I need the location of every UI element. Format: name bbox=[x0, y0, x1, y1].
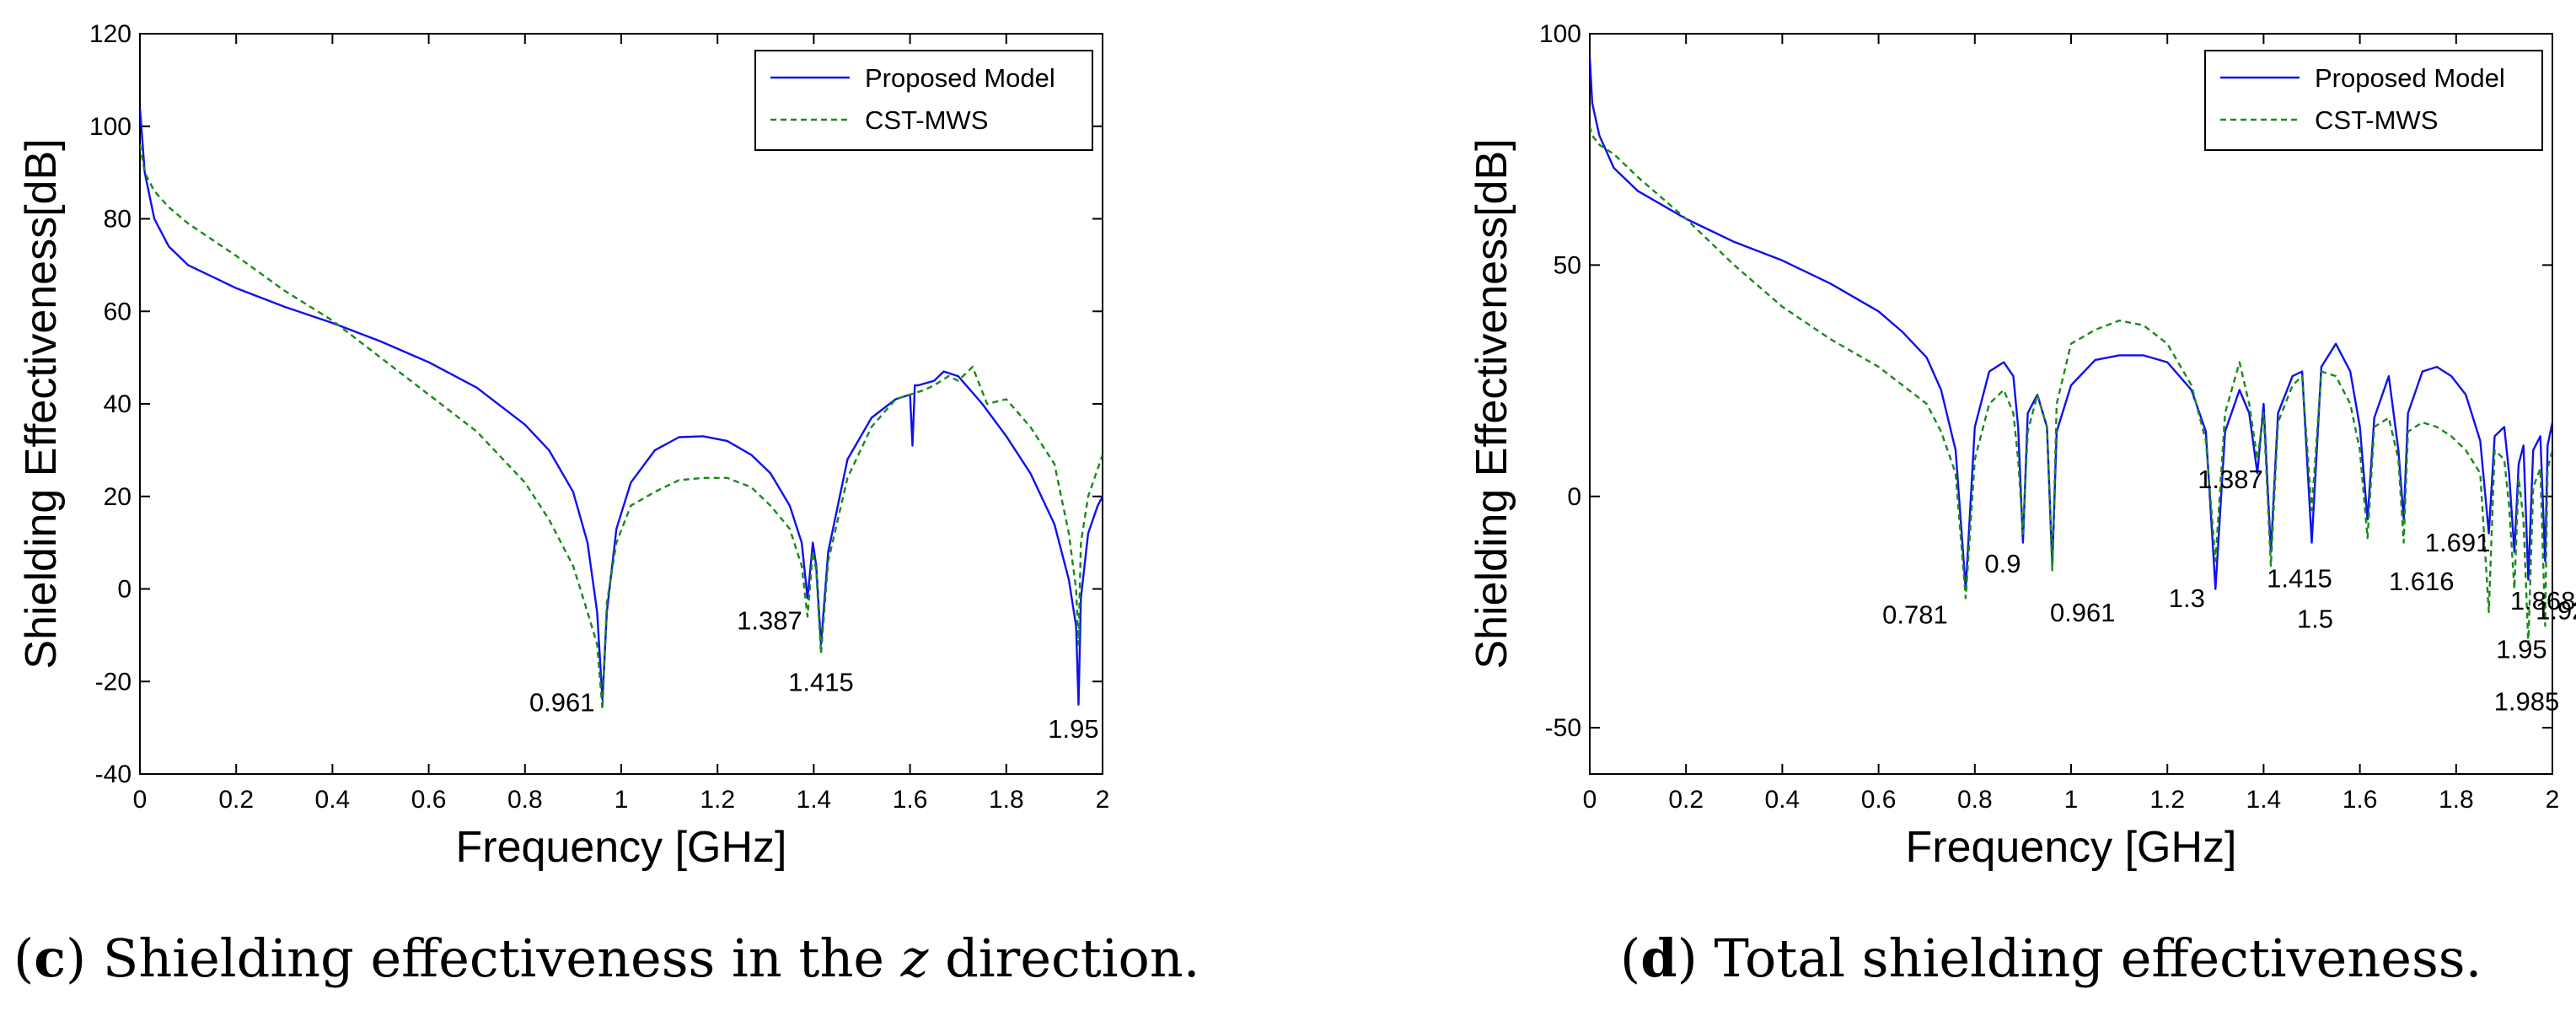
y-axis-label: Shielding Effectiveness[dB] bbox=[1468, 138, 1516, 669]
annotation-label: 1.691 bbox=[2425, 528, 2491, 557]
caption-d-label: d bbox=[1640, 927, 1677, 989]
y-tick-label: 100 bbox=[89, 113, 131, 141]
y-tick-label: 80 bbox=[104, 206, 131, 234]
y-tick-label: -50 bbox=[1545, 714, 1581, 742]
caption-d-text: Total shielding effectiveness. bbox=[1697, 927, 2482, 989]
y-tick-label: 50 bbox=[1554, 251, 1581, 279]
x-tick-label: 1.8 bbox=[2439, 786, 2474, 814]
caption-c-text-before: Shielding effectiveness in the bbox=[86, 927, 901, 989]
annotation-label: 0.781 bbox=[1882, 599, 1948, 629]
y-tick-label: -40 bbox=[95, 761, 131, 788]
legend-box bbox=[754, 50, 1093, 151]
annotation-label: 1.415 bbox=[2267, 564, 2332, 594]
y-tick-label: 20 bbox=[104, 483, 131, 511]
x-tick-label: 0 bbox=[1583, 786, 1597, 814]
series-line-cst-mws bbox=[1590, 126, 2552, 646]
x-tick-label: 1.6 bbox=[2343, 786, 2378, 814]
y-axis-label: Shielding Effectiveness[dB] bbox=[17, 138, 66, 669]
x-tick-label: 0.8 bbox=[507, 786, 543, 814]
caption-d: (d) Total shielding effectiveness. bbox=[1620, 927, 2482, 989]
annotation-label: 1.95 bbox=[1048, 714, 1098, 744]
x-tick-label: 0.4 bbox=[315, 786, 351, 814]
annotation-label: 1.5 bbox=[2297, 605, 2333, 634]
y-tick-label: 120 bbox=[89, 20, 131, 48]
legend: Proposed Model CST-MWS bbox=[2204, 50, 2543, 151]
legend-label-cst-mws: CST-MWS bbox=[865, 105, 988, 135]
legend-label-proposed-model: Proposed Model bbox=[2315, 63, 2505, 93]
x-tick-label: 1.2 bbox=[700, 786, 735, 814]
annotation-label: 1.921 bbox=[2536, 595, 2576, 625]
caption-c-label: c bbox=[34, 927, 66, 989]
x-tick-label: 1 bbox=[2064, 786, 2079, 814]
annotation-label: 1.415 bbox=[788, 667, 854, 696]
x-tick-label: 2 bbox=[1096, 786, 1110, 814]
plot-area-frame bbox=[139, 33, 1103, 775]
annotation-label: 0.961 bbox=[2050, 598, 2116, 627]
annotation-label: 1.3 bbox=[2169, 583, 2205, 613]
annotation-label: 1.985 bbox=[2494, 686, 2560, 716]
y-tick-label: 0 bbox=[117, 576, 131, 604]
legend-box bbox=[2204, 50, 2543, 151]
x-axis-label: Frequency [GHz] bbox=[455, 823, 786, 872]
x-tick-label: 0.6 bbox=[411, 786, 447, 814]
annotation-label: 1.95 bbox=[2496, 634, 2546, 664]
annotation-label: 0.961 bbox=[529, 688, 595, 718]
x-axis-label: Frequency [GHz] bbox=[1905, 823, 2236, 872]
annotation-label: 0.9 bbox=[1984, 549, 2021, 578]
x-tick-label: 1 bbox=[614, 786, 629, 814]
annotation-label: 1.387 bbox=[2198, 465, 2263, 494]
x-tick-label: 1.6 bbox=[893, 786, 928, 814]
x-tick-label: 1.4 bbox=[797, 786, 832, 814]
legend-label-cst-mws: CST-MWS bbox=[2315, 105, 2438, 135]
caption-c-italic: z bbox=[900, 927, 929, 989]
x-tick-label: 0.4 bbox=[1765, 786, 1801, 814]
y-tick-label: 0 bbox=[1567, 483, 1581, 511]
legend-label-proposed-model: Proposed Model bbox=[865, 63, 1055, 93]
x-tick-label: 0.2 bbox=[218, 786, 254, 814]
annotation-label: 1.387 bbox=[737, 605, 802, 635]
series-line-cst-mws bbox=[140, 144, 1103, 711]
x-tick-label: 0 bbox=[133, 786, 148, 814]
series-group bbox=[140, 107, 1103, 711]
x-tick-label: 1.4 bbox=[2246, 786, 2282, 814]
y-tick-label: 100 bbox=[1539, 20, 1581, 48]
annotation-label: 1.868 bbox=[2510, 586, 2576, 616]
series-line-proposed-model bbox=[140, 107, 1103, 706]
x-tick-label: 2 bbox=[2546, 786, 2560, 814]
annotation-label: 1.616 bbox=[2389, 567, 2455, 596]
x-tick-label: 1.8 bbox=[989, 786, 1024, 814]
y-tick-label: 60 bbox=[104, 298, 131, 325]
series-group bbox=[1590, 56, 2552, 646]
x-tick-label: 0.8 bbox=[1957, 786, 1993, 814]
chart-c: 0 0.2 0.4 0.6 0.8 1 1.2 1.4 1.6 1.8 2 -40 -20 0 20 40 60… bbox=[17, 20, 1109, 872]
x-tick-label: 0.2 bbox=[1668, 786, 1704, 814]
legend: Proposed Model CST-MWS bbox=[754, 50, 1093, 151]
caption-c-text-after: direction. bbox=[928, 927, 1200, 989]
x-tick-label: 0.6 bbox=[1861, 786, 1897, 814]
caption-c: (c) Shielding effectiveness in the z dir… bbox=[13, 927, 1200, 989]
x-tick-label: 1.2 bbox=[2149, 786, 2185, 814]
chart-d: 0 0.2 0.4 0.6 0.8 1 1.2 1.4 1.6 1.8 2 -50 0 50 100 Freq… bbox=[1468, 20, 2576, 872]
y-tick-label: 40 bbox=[104, 390, 131, 418]
series-line-proposed-model bbox=[1590, 56, 2552, 590]
y-tick-label: -20 bbox=[95, 668, 131, 696]
